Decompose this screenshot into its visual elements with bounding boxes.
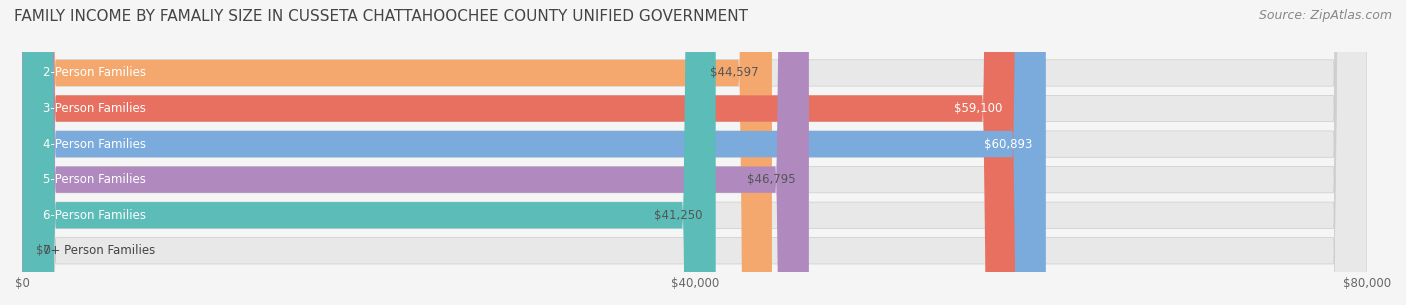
Text: 6-Person Families: 6-Person Families [42,209,146,222]
Text: $60,893: $60,893 [984,138,1032,151]
Text: 4-Person Families: 4-Person Families [42,138,146,151]
FancyBboxPatch shape [22,0,1367,305]
FancyBboxPatch shape [22,0,1367,305]
FancyBboxPatch shape [22,0,1046,305]
FancyBboxPatch shape [22,0,1367,305]
FancyBboxPatch shape [22,0,1015,305]
FancyBboxPatch shape [22,0,772,305]
Text: 7+ Person Families: 7+ Person Families [42,244,155,257]
FancyBboxPatch shape [22,0,716,305]
Text: 5-Person Families: 5-Person Families [42,173,145,186]
FancyBboxPatch shape [22,0,1367,305]
FancyBboxPatch shape [22,0,1367,305]
Text: 2-Person Families: 2-Person Families [42,66,146,79]
Text: $59,100: $59,100 [953,102,1002,115]
Text: FAMILY INCOME BY FAMALIY SIZE IN CUSSETA CHATTAHOOCHEE COUNTY UNIFIED GOVERNMENT: FAMILY INCOME BY FAMALIY SIZE IN CUSSETA… [14,9,748,24]
Text: $41,250: $41,250 [654,209,702,222]
Text: $46,795: $46,795 [747,173,796,186]
Text: Source: ZipAtlas.com: Source: ZipAtlas.com [1258,9,1392,22]
FancyBboxPatch shape [22,0,808,305]
Text: $0: $0 [37,244,51,257]
Text: 3-Person Families: 3-Person Families [42,102,145,115]
FancyBboxPatch shape [22,0,1367,305]
Text: $44,597: $44,597 [710,66,758,79]
